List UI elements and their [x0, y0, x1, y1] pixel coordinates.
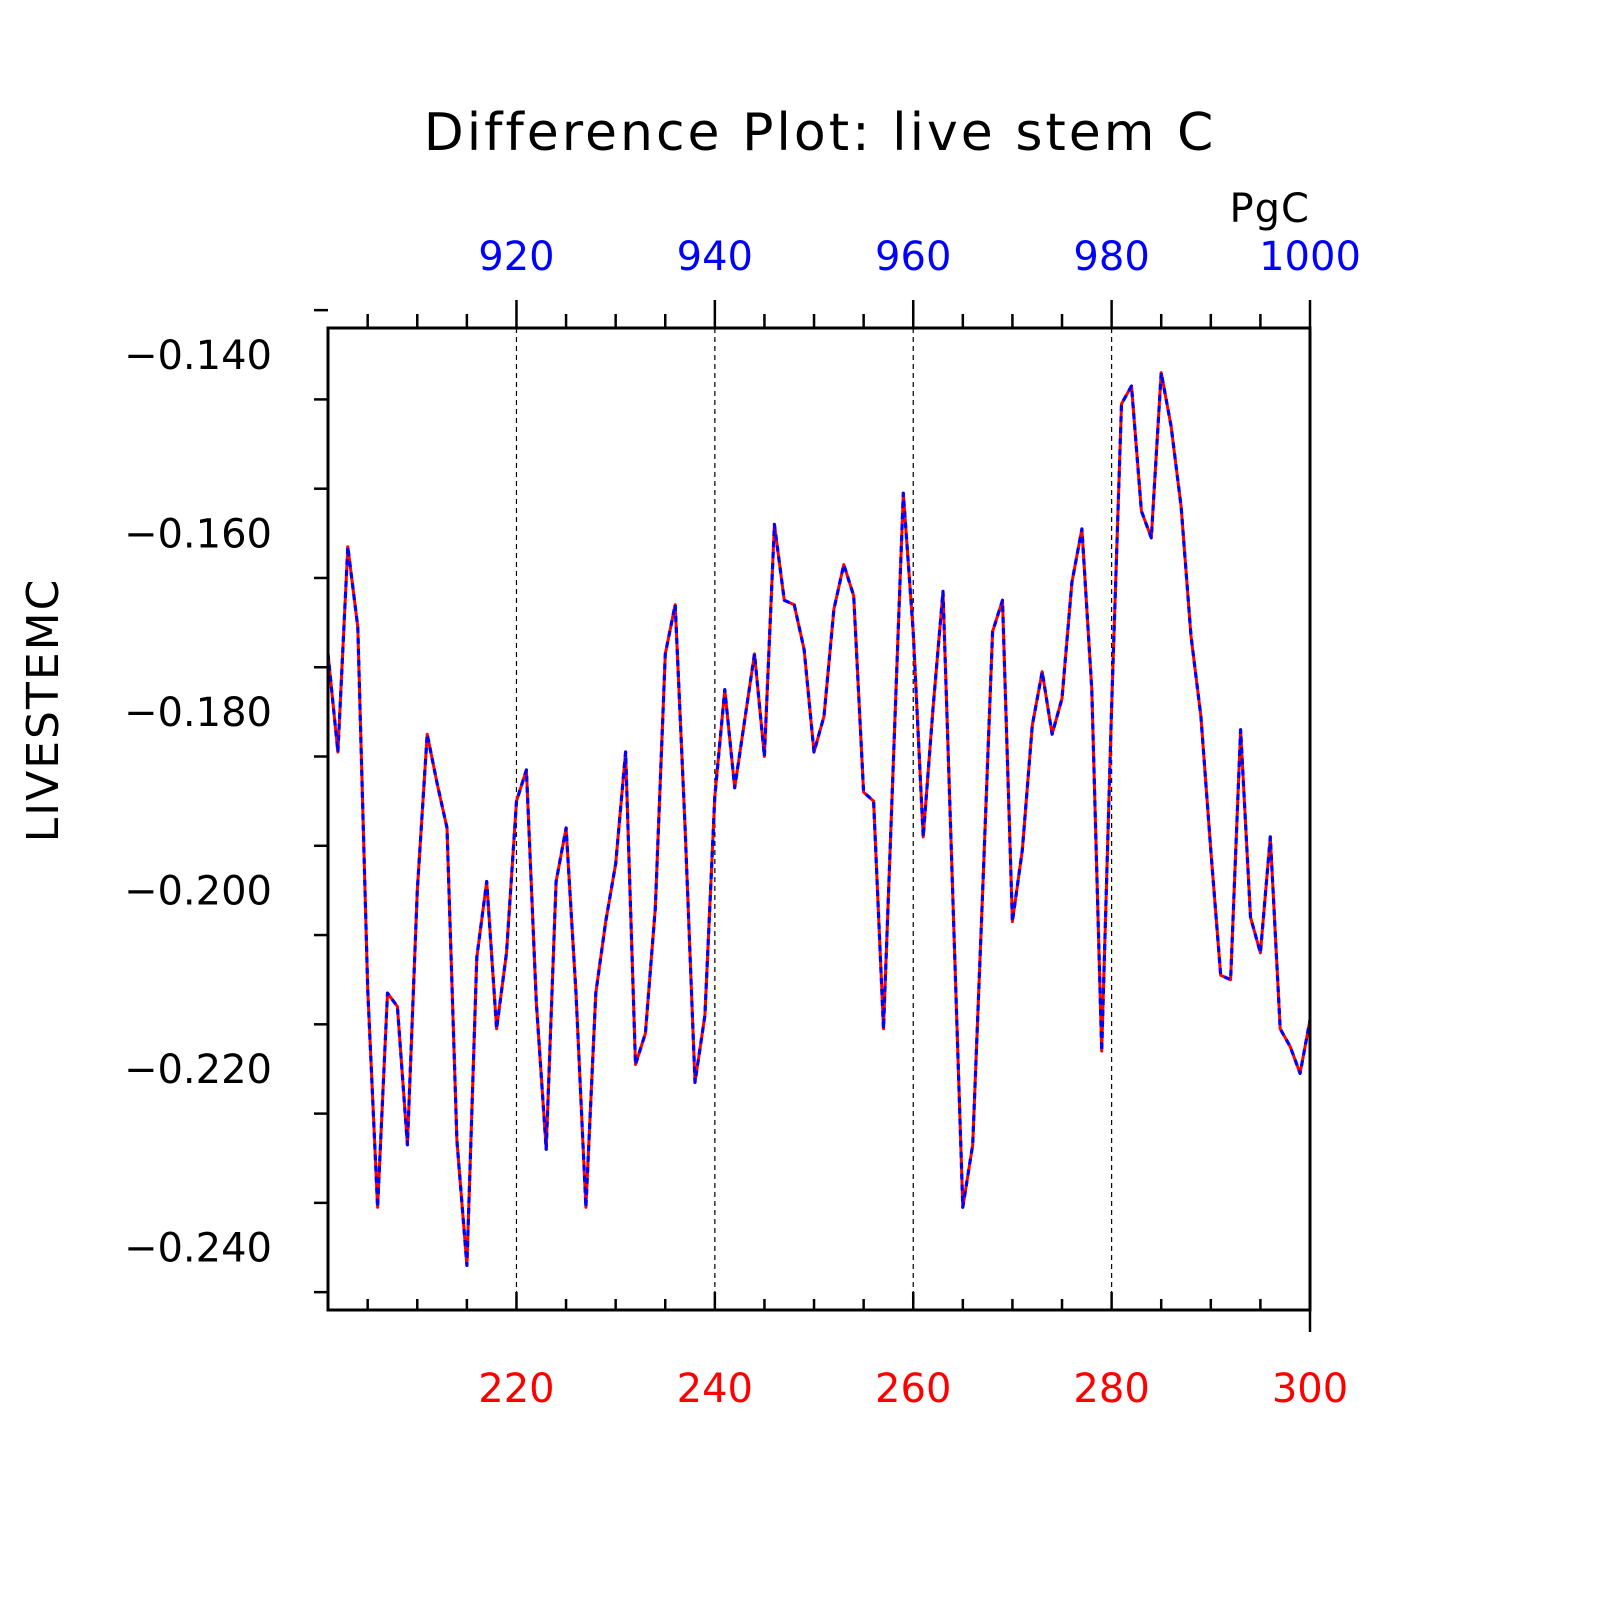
plot-area [326, 371, 1312, 1268]
y-tick-label: −0.200 [124, 868, 272, 914]
y-tick-label: −0.140 [124, 333, 272, 379]
top-tick-label: 960 [875, 234, 951, 280]
series-line-solid [326, 371, 1312, 1267]
top-tick-label: 940 [677, 234, 753, 280]
axis-ticks [314, 300, 1312, 1332]
plot-frame [326, 326, 1312, 1312]
top-tick-label: 1000 [1259, 234, 1361, 280]
bottom-tick-label: 300 [1272, 1366, 1348, 1412]
series-line-dashed [326, 371, 1312, 1268]
y-axis-title: LIVESTEMC [18, 578, 69, 843]
top-tick-label: 920 [478, 234, 554, 280]
grid-lines [515, 328, 1113, 1310]
chart-title: Difference Plot: live stem C [424, 103, 1217, 163]
top-tick-label: 980 [1073, 234, 1149, 280]
y-tick-label: −0.160 [124, 511, 272, 557]
y-tick-label: −0.180 [124, 690, 272, 736]
tick-labels: 220 240 260 280 300 920 940 960 980 1000 −0.140 −0.… [124, 234, 1361, 1412]
units-label: PgC [1230, 186, 1310, 232]
bottom-tick-label: 280 [1073, 1366, 1149, 1412]
bottom-tick-label: 260 [875, 1366, 951, 1412]
y-tick-label: −0.240 [124, 1226, 272, 1272]
bottom-tick-label: 220 [478, 1366, 554, 1412]
y-tick-label: −0.220 [124, 1047, 272, 1093]
bottom-tick-label: 240 [677, 1366, 753, 1412]
